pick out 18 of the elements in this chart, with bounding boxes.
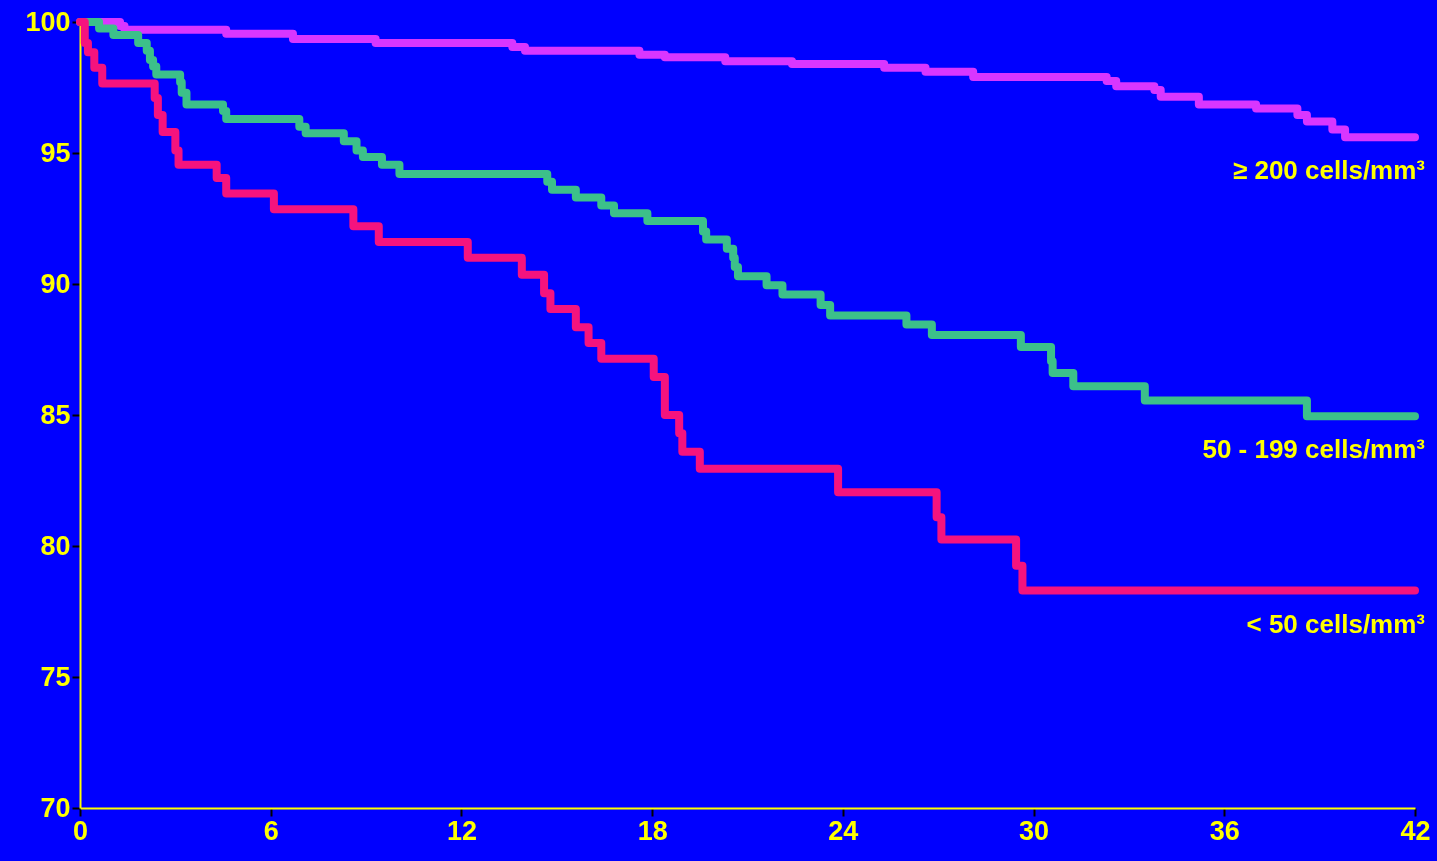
x-tick-label: 6 xyxy=(263,815,279,846)
x-tick-label: 12 xyxy=(446,815,477,846)
x-tick-label: 36 xyxy=(1209,815,1240,846)
series-label: < 50 cells/mm³ xyxy=(1246,608,1426,639)
x-tick-label: 24 xyxy=(828,815,859,846)
x-tick-label: 30 xyxy=(1019,815,1050,846)
y-tick-label: 100 xyxy=(25,6,71,37)
y-tick-label: 80 xyxy=(40,530,71,561)
x-tick-label: 42 xyxy=(1400,815,1431,846)
y-tick-label: 70 xyxy=(40,792,71,823)
y-tick-label: 90 xyxy=(40,268,71,299)
y-tick-label: 75 xyxy=(40,661,71,692)
x-tick-label: 0 xyxy=(72,815,89,846)
series-label: 50 - 199 cells/mm³ xyxy=(1202,434,1426,465)
x-tick-label: 18 xyxy=(637,815,668,846)
y-tick-label: 85 xyxy=(40,399,71,430)
series-label: ≥ 200 cells/mm³ xyxy=(1232,155,1426,186)
y-tick-label: 95 xyxy=(40,137,71,168)
